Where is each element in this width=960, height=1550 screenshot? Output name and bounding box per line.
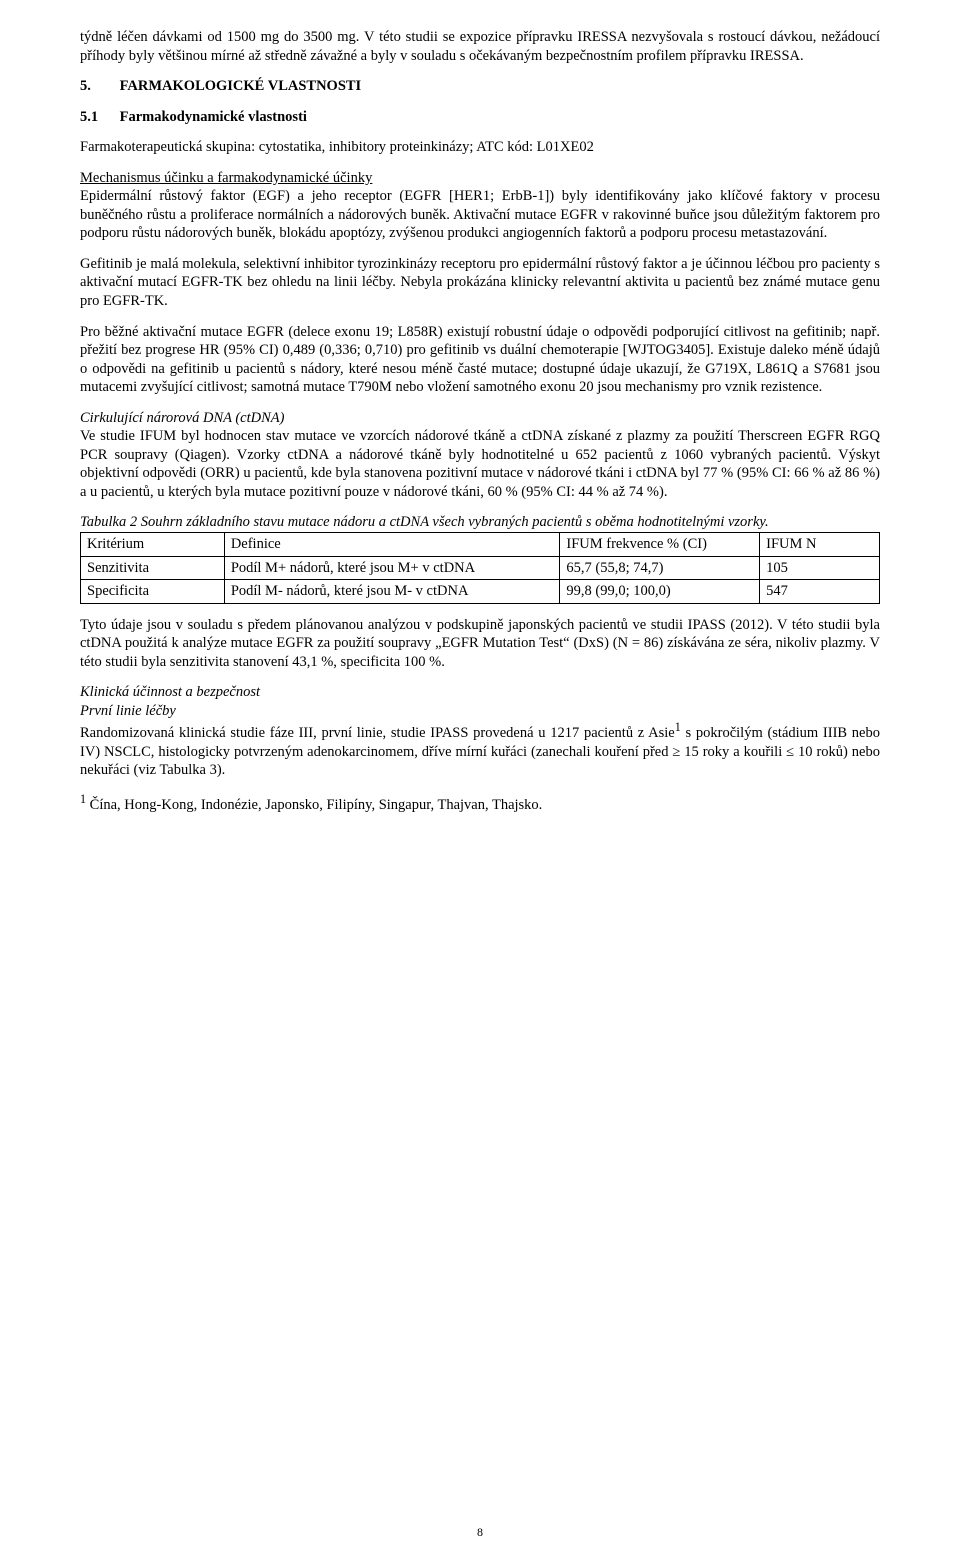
section-5-heading: 5. FARMAKOLOGICKÉ VLASTNOSTI <box>80 77 880 96</box>
th-definice: Definice <box>224 533 560 557</box>
td-frekvence: 65,7 (55,8; 74,7) <box>560 556 760 580</box>
ctdna-paragraph: Ve studie IFUM byl hodnocen stav mutace … <box>80 427 880 501</box>
ctdna-heading-line: Cirkulující nárorová DNA (ctDNA) <box>80 409 880 428</box>
footnote-1: 1 Čína, Hong-Kong, Indonézie, Japonsko, … <box>80 792 880 814</box>
table-header-row: Kritérium Definice IFUM frekvence % (CI)… <box>81 533 880 557</box>
page-container: týdně léčen dávkami od 1500 mg do 3500 m… <box>0 0 960 1550</box>
clinical-efficacy-heading: Klinická účinnost a bezpečnost <box>80 684 260 700</box>
section-5-1-heading: 5.1 Farmakodynamické vlastnosti <box>80 108 880 127</box>
th-n: IFUM N <box>760 533 880 557</box>
mechanism-heading-line: Mechanismus účinku a farmakodynamické úč… <box>80 169 880 188</box>
ipass-study-text-a: Randomizovaná klinická studie fáze III, … <box>80 725 675 741</box>
section-5-number: 5. <box>80 77 116 96</box>
th-frekvence: IFUM frekvence % (CI) <box>560 533 760 557</box>
intro-paragraph: týdně léčen dávkami od 1500 mg do 3500 m… <box>80 28 880 65</box>
th-kriterium: Kritérium <box>81 533 225 557</box>
td-definice: Podíl M- nádorů, které jsou M- v ctDNA <box>224 580 560 604</box>
clinical-heading-line: Klinická účinnost a bezpečnost <box>80 683 880 702</box>
table-2: Kritérium Definice IFUM frekvence % (CI)… <box>80 532 880 604</box>
page-number: 8 <box>0 1525 960 1540</box>
section-5-title: FARMAKOLOGICKÉ VLASTNOSTI <box>120 78 362 94</box>
atc-paragraph: Farmakoterapeutická skupina: cytostatika… <box>80 138 880 157</box>
td-n: 105 <box>760 556 880 580</box>
table-row: Senzitivita Podíl M+ nádorů, které jsou … <box>81 556 880 580</box>
ipass-paragraph: Tyto údaje jsou v souladu s předem pláno… <box>80 616 880 672</box>
td-n: 547 <box>760 580 880 604</box>
ctdna-heading: Cirkulující nárorová DNA (ctDNA) <box>80 410 284 426</box>
td-kriterium: Specificita <box>81 580 225 604</box>
section-5-1-title: Farmakodynamické vlastnosti <box>120 109 307 125</box>
first-line-heading-line: První linie léčby <box>80 702 880 721</box>
table-2-caption: Tabulka 2 Souhrn základního stavu mutace… <box>80 513 880 532</box>
mutations-paragraph: Pro běžné aktivační mutace EGFR (delece … <box>80 323 880 397</box>
td-kriterium: Senzitivita <box>81 556 225 580</box>
first-line-heading: První linie léčby <box>80 703 176 719</box>
td-definice: Podíl M+ nádorů, které jsou M+ v ctDNA <box>224 556 560 580</box>
footnote-text: Čína, Hong-Kong, Indonézie, Japonsko, Fi… <box>86 797 542 813</box>
mechanism-heading: Mechanismus účinku a farmakodynamické úč… <box>80 170 372 186</box>
ipass-study-paragraph: Randomizovaná klinická studie fáze III, … <box>80 720 880 779</box>
section-5-1-number: 5.1 <box>80 108 116 127</box>
td-frekvence: 99,8 (99,0; 100,0) <box>560 580 760 604</box>
table-row: Specificita Podíl M- nádorů, které jsou … <box>81 580 880 604</box>
mechanism-paragraph: Epidermální růstový faktor (EGF) a jeho … <box>80 187 880 243</box>
gefitinib-paragraph: Gefitinib je malá molekula, selektivní i… <box>80 255 880 311</box>
